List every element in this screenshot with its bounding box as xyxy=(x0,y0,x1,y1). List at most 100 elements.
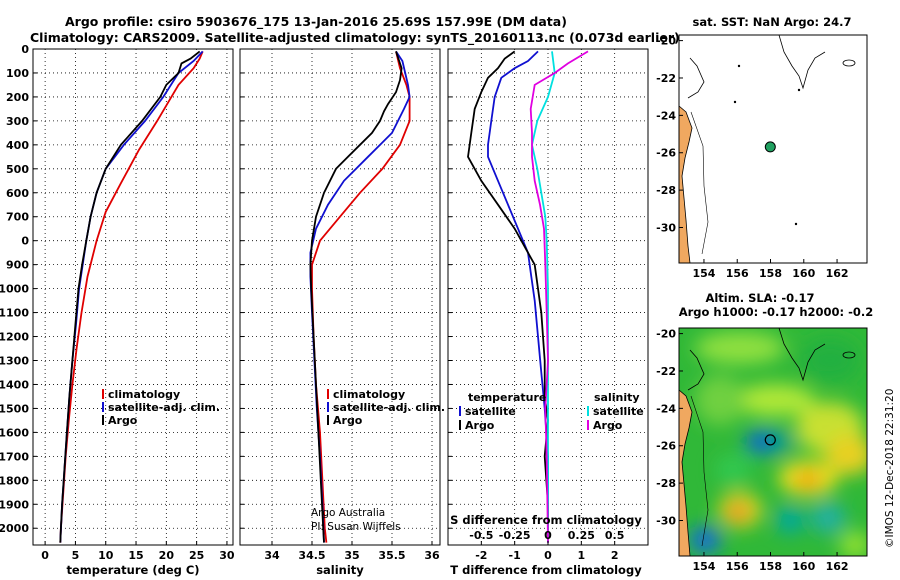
temperature-panel: 0100200300400500600700090010001100120013… xyxy=(0,43,235,577)
y-tick-label: 100 xyxy=(6,67,29,80)
map-x-tick-label: 162 xyxy=(826,560,849,573)
s-difference-axis-label: S difference from climatology xyxy=(450,513,642,527)
x-tick-label: 1 xyxy=(578,549,586,562)
x-tick-label: -2 xyxy=(475,549,487,562)
sst-map-coast-west xyxy=(687,57,705,99)
map-y-tick-label: -20 xyxy=(656,328,676,341)
y-tick-label: 1900 xyxy=(0,498,29,511)
sla-map-frame xyxy=(678,327,868,557)
map-x-tick-label: 154 xyxy=(692,267,715,280)
legend-label: satellite xyxy=(593,405,644,418)
x-tick-label: 10 xyxy=(98,549,114,562)
temperature-panel-frame xyxy=(32,48,234,546)
map-y-tick-label: -30 xyxy=(656,221,676,234)
legend-label: satellite-adj. clim. xyxy=(333,401,445,414)
y-tick-label: 400 xyxy=(6,139,29,152)
s-diff-tick-label: 0 xyxy=(544,529,552,542)
x-tick-label: -1 xyxy=(509,549,521,562)
y-tick-label: 300 xyxy=(6,115,29,128)
legend-label: Argo xyxy=(333,414,363,427)
sla-map-land xyxy=(679,389,693,556)
sst-map-reef xyxy=(733,100,737,104)
sla-map: Altim. SLA: -0.17 Argo h1000: -0.17 h200… xyxy=(656,291,874,573)
y-tick-label: 1200 xyxy=(0,331,29,344)
legend-label: climatology xyxy=(108,388,180,401)
map-y-tick-label: -28 xyxy=(656,477,676,490)
x-tick-label: 34.5 xyxy=(298,549,325,562)
series-line-argo-t xyxy=(467,50,549,543)
sla-map-title-2: Argo h1000: -0.17 h2000: -0.2 xyxy=(679,305,874,319)
s-diff-tick-label: -0.5 xyxy=(469,529,493,542)
y-tick-label: 900 xyxy=(6,259,29,272)
salinity-axis-label: salinity xyxy=(316,563,364,577)
legend-label: satellite xyxy=(465,405,516,418)
y-tick-label: 500 xyxy=(6,163,29,176)
series-line-satellite-t xyxy=(487,50,549,543)
y-tick-label: 1000 xyxy=(0,283,29,296)
t-difference-axis-label: T difference from climatology xyxy=(450,563,642,577)
sst-map-island xyxy=(842,59,856,67)
credit-line-2: PI: Susan Wijffels xyxy=(311,521,401,533)
y-tick-label: 1800 xyxy=(0,474,29,487)
map-y-tick-label: -22 xyxy=(656,72,676,85)
legend-label: Argo xyxy=(593,419,623,432)
sst-map-argo-marker xyxy=(764,141,776,153)
legend-label: climatology xyxy=(333,388,405,401)
map-x-tick-label: 158 xyxy=(759,560,782,573)
sla-field xyxy=(679,328,867,556)
title-line-2: Climatology: CARS2009. Satellite-adjuste… xyxy=(30,30,680,46)
series-line-satellite-adj-clim- xyxy=(309,50,411,543)
map-y-tick-label: -24 xyxy=(656,109,676,122)
x-tick-label: 35 xyxy=(344,549,359,562)
map-x-tick-label: 162 xyxy=(826,267,849,280)
x-tick-label: 34 xyxy=(264,549,280,562)
map-y-tick-label: -30 xyxy=(656,514,676,527)
series-line-satellite-s xyxy=(531,51,556,543)
y-tick-label: 1600 xyxy=(0,426,29,439)
credit-line-1: Argo Australia xyxy=(311,507,385,519)
sla-map-argo-marker xyxy=(764,434,776,446)
y-tick-label: 700 xyxy=(6,211,29,224)
y-tick-label: 1700 xyxy=(0,450,29,463)
sst-map-reef xyxy=(794,222,798,226)
sla-map-title-1: Altim. SLA: -0.17 xyxy=(705,291,814,305)
map-x-tick-label: 154 xyxy=(692,560,715,573)
y-tick-label: 600 xyxy=(6,187,29,200)
map-x-tick-label: 160 xyxy=(792,560,815,573)
sst-map-title: sat. SST: NaN Argo: 24.7 xyxy=(692,15,851,29)
x-tick-label: 25 xyxy=(189,549,204,562)
y-tick-label: 200 xyxy=(6,91,29,104)
series-line-climatology xyxy=(59,51,204,543)
map-y-tick-label: -20 xyxy=(656,35,676,48)
map-y-tick-label: -22 xyxy=(656,365,676,378)
s-diff-tick-label: 0.25 xyxy=(568,529,595,542)
sst-map-reef xyxy=(797,88,801,92)
x-tick-label: 0 xyxy=(41,549,49,562)
y-tick-label: 0 xyxy=(21,43,29,56)
x-tick-label: 35.5 xyxy=(378,549,405,562)
map-x-tick-label: 156 xyxy=(726,267,749,280)
sst-map: sat. SST: NaN Argo: 24.7 154 156 158 160 162… xyxy=(656,15,868,280)
legend-label: Argo xyxy=(108,414,138,427)
sst-map-reef xyxy=(737,64,741,68)
title-line-1: Argo profile: csiro 5903676_175 13-Jan-2… xyxy=(65,14,567,30)
x-tick-label: 30 xyxy=(219,549,235,562)
legend-label: satellite-adj. clim. xyxy=(108,401,220,414)
imos-stamp: ©IMOS 12-Dec-2018 22:31:20 xyxy=(884,389,896,548)
y-tick-label: 1500 xyxy=(0,402,29,415)
x-tick-label: 0 xyxy=(544,549,552,562)
series-line-argo xyxy=(59,50,201,543)
legend-title-temperature: temperature xyxy=(468,391,546,404)
map-y-tick-label: -26 xyxy=(656,440,676,453)
difference-panel: -2 -1 0 1 2 T difference from climatology S … xyxy=(447,48,649,577)
series-line-argo-s xyxy=(529,50,589,543)
salinity-panel-frame xyxy=(239,48,441,546)
x-tick-label: 2 xyxy=(611,549,619,562)
map-x-tick-label: 160 xyxy=(792,267,815,280)
s-diff-tick-label: 0.5 xyxy=(605,529,625,542)
map-y-tick-label: -24 xyxy=(656,402,676,415)
map-y-tick-label: -26 xyxy=(656,147,676,160)
y-tick-label: 2000 xyxy=(0,522,29,535)
series-line-satellite-adj-clim- xyxy=(59,50,204,543)
